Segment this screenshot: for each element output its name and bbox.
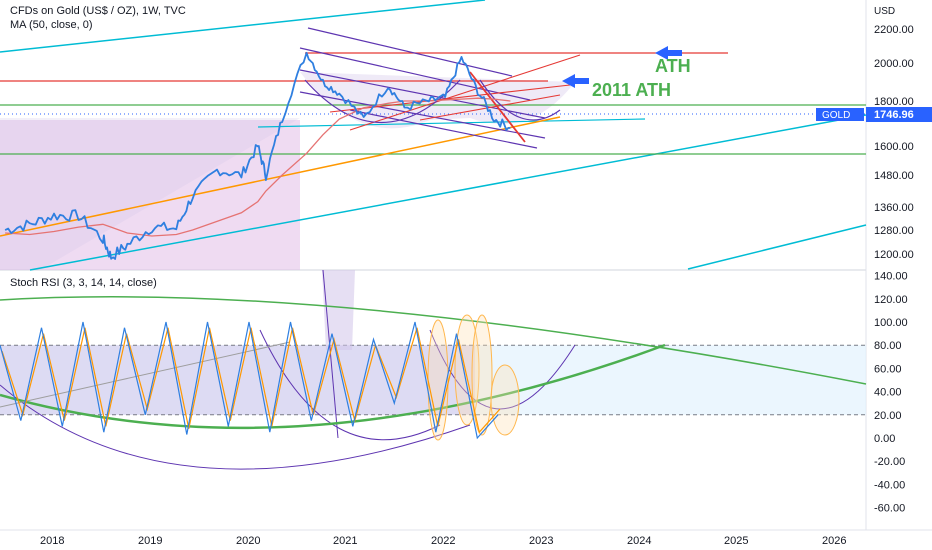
time-axis-tick: 2025 <box>724 535 748 547</box>
descending-channel-line <box>349 109 538 149</box>
time-axis-tick: 2023 <box>529 535 553 547</box>
rsi-axis-tick: 40.00 <box>874 387 902 399</box>
symbol-legend[interactable]: CFDs on Gold (US$ / OZ), 1W, TVC MA (50,… <box>10 4 186 32</box>
rsi-green-dome <box>0 296 867 385</box>
rsi-d-line <box>1 327 501 434</box>
price-axis-tick: 2200.00 <box>874 24 914 36</box>
descending-channel-line <box>307 27 513 77</box>
price-axis-tick: 1280.00 <box>874 225 914 237</box>
ath-arrow-icon <box>655 46 682 60</box>
descending-channel-line <box>299 91 546 139</box>
rsi-axis-tick: 20.00 <box>874 410 902 422</box>
purple-zone-edge <box>0 118 300 270</box>
price-axis-tick: 1480.00 <box>874 170 914 182</box>
channel-future-line <box>687 224 867 270</box>
price-axis-tick: 2000.00 <box>874 58 914 70</box>
rsi-axis-tick: 140.00 <box>874 271 908 283</box>
price-axis-tick: 1600.00 <box>874 141 914 153</box>
descending-channel-line <box>299 47 531 101</box>
time-axis-tick: 2019 <box>138 535 162 547</box>
cup-curve <box>304 79 461 123</box>
red-rising-line <box>329 84 571 113</box>
descending-channel-line <box>299 69 546 119</box>
red-downtrend-line <box>469 71 526 143</box>
symbol-badge <box>816 108 864 121</box>
time-axis-tick: 2021 <box>333 535 357 547</box>
rsi-axis-tick: 0.00 <box>874 433 895 445</box>
red-rising-line <box>349 54 581 131</box>
rsi-k-line <box>0 321 499 440</box>
rsi-axis-tick: 100.00 <box>874 317 908 329</box>
ma-legend: MA (50, close, 0) <box>10 19 93 31</box>
time-axis-tick: 2018 <box>40 535 64 547</box>
rsi-legend[interactable]: Stoch RSI (3, 3, 14, 14, close) <box>10 277 157 289</box>
channel-upper-line <box>0 0 486 53</box>
rsi-green-bowl <box>0 343 666 430</box>
time-axis-tick: 2020 <box>236 535 260 547</box>
channel-lower-line <box>29 114 867 271</box>
ath-2011-label: 2011 ATH <box>592 80 672 100</box>
ath-2011-arrow-icon <box>562 74 589 88</box>
purple-zone <box>0 120 300 270</box>
rsi-axis-tick: 120.00 <box>874 294 908 306</box>
rsi-gray-trend <box>0 341 291 408</box>
rsi-axis-tick: -20.00 <box>874 456 905 468</box>
symbol-badge-text: GOLD <box>822 110 850 121</box>
time-axis-tick: 2024 <box>627 535 651 547</box>
rsi-arc-right <box>429 329 576 410</box>
symbol-title: CFDs on Gold (US$ / OZ), 1W, TVC <box>10 5 186 17</box>
time-axis-tick: 2026 <box>822 535 846 547</box>
price-axis-tick: 1800.00 <box>874 96 914 108</box>
neckline-support <box>257 118 646 128</box>
price-axis-tick: 1200.00 <box>874 249 914 261</box>
price-badge-text: 1746.96 <box>874 109 914 121</box>
rsi-axis-tick: 60.00 <box>874 363 902 375</box>
ma-series-line <box>5 97 511 237</box>
handle-curve <box>479 79 561 121</box>
rsi-axis-tick: -40.00 <box>874 479 905 491</box>
rsi-arc-mid <box>259 329 441 441</box>
price-axis-currency: USD <box>874 6 895 17</box>
rsi-axis-tick: -60.00 <box>874 503 905 515</box>
rsi-beam <box>322 270 355 350</box>
price-series-line <box>4 51 511 260</box>
rsi-orange-ellipse <box>490 364 520 436</box>
rsi-orange-ellipse <box>471 314 493 436</box>
rsi-arc-left <box>0 384 471 470</box>
time-axis-tick: 2022 <box>431 535 455 547</box>
ath-label: ATH <box>655 56 691 76</box>
rsi-axis-tick: 80.00 <box>874 340 902 352</box>
red-rising-line <box>419 94 561 121</box>
price-badge <box>866 107 932 122</box>
price-axis-tick: 1360.00 <box>874 202 914 214</box>
